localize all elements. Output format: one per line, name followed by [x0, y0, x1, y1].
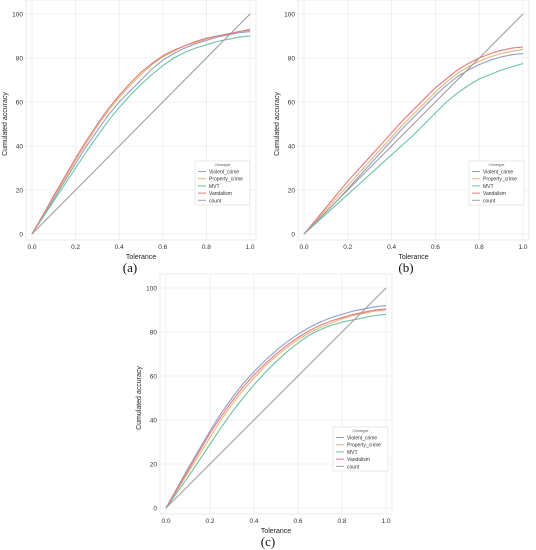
x-tick-label: 1.0	[245, 244, 254, 251]
legend-entry: count	[483, 198, 496, 204]
series-line-violent-crime	[31, 31, 251, 235]
series-line-property-crime	[165, 309, 387, 509]
x-tick-label: 0.8	[337, 518, 346, 525]
x-tick-label: 0.6	[431, 244, 440, 251]
chart-panel-1: 0.0 0.2 0.4 0.6 0.8 1.0 0 20 40 60 80 100 Tolerance C…	[274, 0, 530, 261]
series-line-vandalism	[303, 46, 524, 235]
series-line-property-crime	[303, 48, 524, 235]
y-tick-label: 100	[12, 12, 23, 19]
y-tick-label: 80	[150, 330, 158, 337]
series-line-vandalism	[31, 28, 251, 235]
y-tick-label: 40	[16, 144, 24, 151]
legend-entry: Property_crime	[347, 443, 381, 449]
x-tick-label: 0.4	[387, 244, 396, 251]
series-line-count	[303, 13, 524, 235]
x-tick-label: 0.2	[205, 518, 214, 525]
legend-box	[194, 160, 251, 206]
x-tick-label: 0.0	[299, 244, 308, 251]
legend-entry: MVT	[347, 450, 358, 456]
chart-panel-2: 0.0 0.2 0.4 0.6 0.8 1.0 0 20 40 60 80 100 Tolerance C…	[136, 273, 393, 535]
series-line-mvt	[31, 35, 251, 235]
x-tick-label: 0.2	[343, 244, 352, 251]
legend: Crimetype Violent_crimeProperty_crimeMVTV…	[194, 160, 251, 206]
legend-entry: Violent_crime	[483, 170, 513, 176]
series-line-violent-crime	[165, 305, 387, 509]
y-axis-label: Cumulated accuracy	[274, 92, 281, 156]
legend-entry: Property_crime	[209, 177, 243, 183]
legend: Crimetype Violent_crimeProperty_crimeMVTV…	[332, 426, 389, 472]
x-tick-label: 1.0	[518, 244, 527, 251]
x-tick-label: 0.8	[202, 244, 211, 251]
series-line-mvt	[303, 62, 524, 235]
legend-entry: Violent_crime	[347, 436, 377, 442]
y-tick-label: 100	[146, 286, 157, 293]
legend-entry: Violent_crime	[209, 170, 239, 176]
y-tick-label: 0	[153, 506, 157, 513]
x-axis-label: Tolerance	[261, 528, 291, 535]
caption-b: (b)	[398, 260, 414, 275]
legend: Crimetype Violent_crimeProperty_crimeMVTV…	[468, 160, 525, 206]
x-axis-label: Tolerance	[398, 254, 428, 261]
y-axis-label: Cumulated accuracy	[2, 92, 9, 156]
x-tick-label: 1.0	[381, 518, 390, 525]
legend-entry: Vandalism	[483, 191, 506, 197]
y-tick-label: 80	[288, 56, 296, 63]
x-tick-label: 0.2	[71, 244, 80, 251]
legend-title: Crimetype	[353, 429, 369, 433]
legend-title: Crimetype	[215, 163, 231, 167]
series-line-vandalism	[165, 308, 387, 509]
x-axis-label: Tolerance	[126, 254, 156, 261]
x-tick-label: 0.8	[475, 244, 484, 251]
legend-entry: Property_crime	[483, 177, 517, 183]
y-tick-label: 40	[288, 144, 296, 151]
caption-a: (a)	[122, 260, 138, 275]
y-tick-label: 40	[150, 418, 158, 425]
legend-entry: Vandalism	[347, 457, 370, 463]
x-tick-label: 0.0	[161, 518, 170, 525]
y-tick-label: 20	[16, 188, 24, 195]
y-tick-label: 0	[19, 232, 23, 239]
chart-panel-0: 0.0 0.2 0.4 0.6 0.8 1.0 0 20 40 60 80 100 Tolerance C…	[2, 0, 257, 261]
legend-title: Crimetype	[489, 163, 505, 167]
y-tick-label: 80	[16, 56, 24, 63]
caption-c: (c)	[260, 534, 276, 549]
legend-entry: count	[209, 198, 222, 204]
legend-entry: count	[347, 464, 360, 470]
x-tick-label: 0.6	[293, 518, 302, 525]
y-tick-label: 60	[16, 100, 24, 107]
y-tick-label: 20	[288, 188, 296, 195]
legend-entry: Vandalism	[209, 191, 232, 197]
y-tick-label: 60	[150, 374, 158, 381]
y-tick-label: 100	[284, 12, 295, 19]
y-axis-label: Cumulated accuracy	[136, 366, 143, 430]
x-tick-label: 0.6	[158, 244, 167, 251]
series-line-mvt	[165, 313, 387, 509]
x-tick-label: 0.0	[27, 244, 36, 251]
x-tick-label: 0.4	[249, 518, 258, 525]
y-tick-label: 0	[291, 232, 295, 239]
legend-entry: MVT	[483, 184, 494, 190]
legend-entry: MVT	[209, 184, 220, 190]
x-tick-label: 0.4	[115, 244, 124, 251]
series-line-count	[165, 287, 387, 509]
legend-box	[468, 160, 525, 206]
legend-box	[332, 426, 389, 472]
y-tick-label: 60	[288, 100, 296, 107]
series-line-count	[31, 13, 251, 235]
y-tick-label: 20	[150, 462, 158, 469]
